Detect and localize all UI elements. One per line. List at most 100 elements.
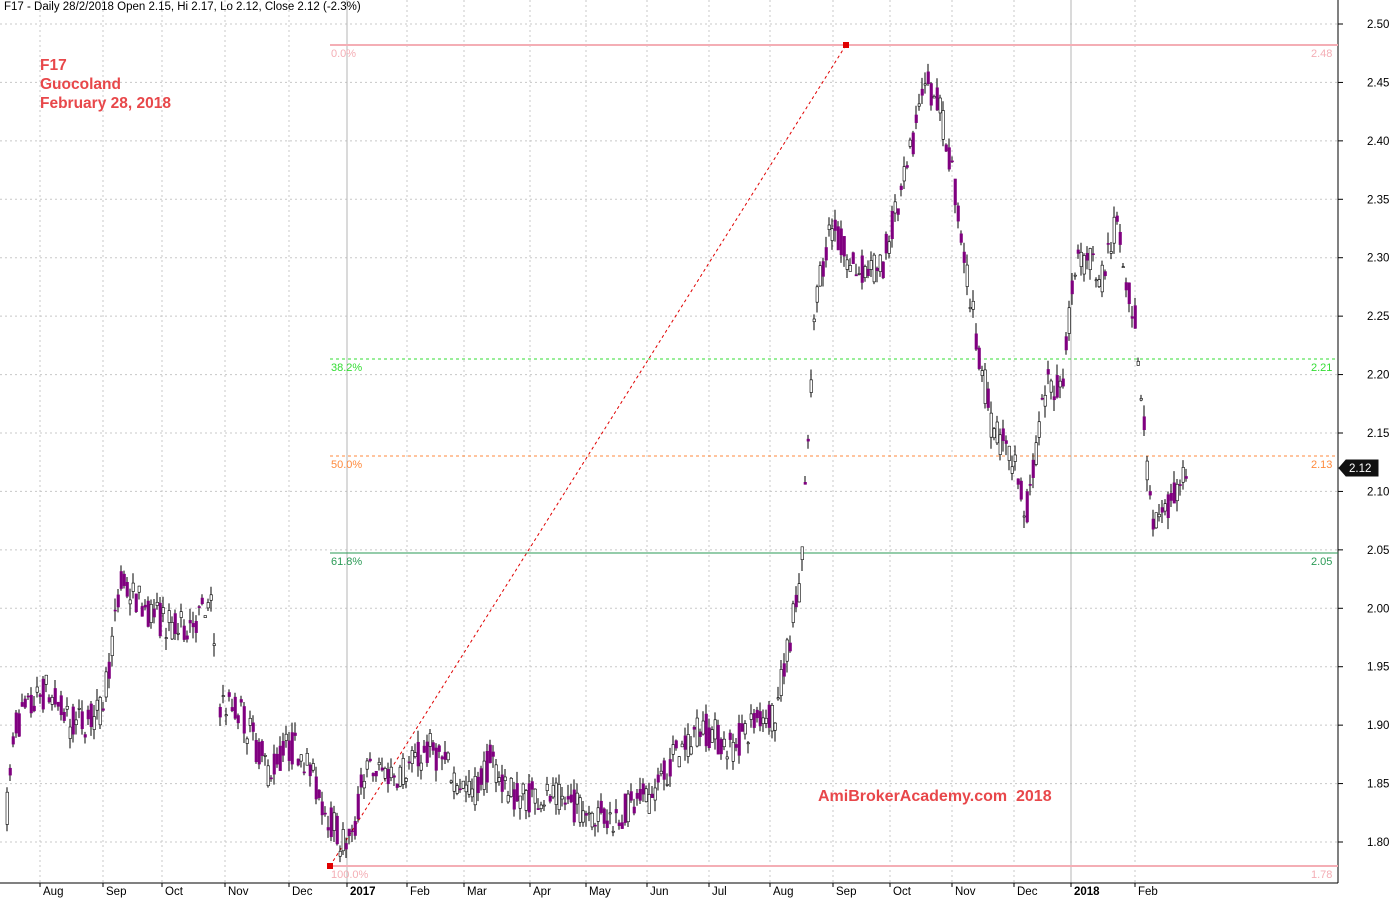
price-bar-body bbox=[581, 810, 585, 823]
price-bar-body bbox=[383, 768, 387, 779]
price-bar-body bbox=[170, 622, 174, 640]
y-tick-label: 2.50 bbox=[1367, 19, 1389, 31]
price-bar-body bbox=[704, 713, 708, 747]
price-bar-body bbox=[917, 103, 921, 107]
price-bar-body bbox=[311, 763, 315, 771]
price-bar-body bbox=[887, 241, 891, 254]
price-bar-body bbox=[737, 723, 741, 756]
price-bar-body bbox=[44, 674, 48, 685]
price-bar-body bbox=[776, 697, 780, 700]
price-bar-body bbox=[296, 758, 300, 766]
price-bar-body bbox=[332, 812, 336, 831]
price-bar-body bbox=[995, 421, 999, 444]
price-bar-body bbox=[821, 261, 825, 277]
price-bar-body bbox=[176, 632, 180, 635]
price-bar-body bbox=[962, 251, 966, 263]
price-bar-body bbox=[902, 166, 906, 182]
price-bar-body bbox=[716, 724, 720, 755]
price-bar-body bbox=[461, 780, 465, 789]
price-bar-body bbox=[839, 228, 843, 256]
price-bar-body bbox=[743, 723, 747, 735]
price-bar-body bbox=[512, 789, 516, 810]
price-bar-body bbox=[689, 746, 693, 755]
price-bar-body bbox=[1115, 215, 1119, 222]
price-bar-body bbox=[1094, 279, 1098, 282]
price-bar-body bbox=[1184, 476, 1188, 479]
price-bar-body bbox=[1124, 282, 1128, 291]
price-bar-body bbox=[338, 851, 342, 857]
price-bar-body bbox=[950, 160, 954, 163]
price-bar-body bbox=[218, 706, 222, 718]
y-tick-label: 2.10 bbox=[1367, 486, 1389, 498]
price-bar-body bbox=[956, 205, 960, 222]
x-tick-label: Aug bbox=[43, 886, 63, 898]
price-bar-body bbox=[836, 226, 840, 251]
price-bar-body bbox=[791, 603, 795, 623]
price-bar-body bbox=[1172, 482, 1176, 504]
price-bar-body bbox=[149, 604, 153, 623]
price-bar-body bbox=[224, 714, 228, 717]
price-bar-body bbox=[1154, 512, 1158, 529]
price-bar-body bbox=[1133, 305, 1137, 329]
price-bar-body bbox=[779, 669, 783, 696]
price-bar-body bbox=[455, 785, 459, 794]
price-bar-body bbox=[155, 601, 159, 606]
price-bar-body bbox=[1082, 255, 1086, 275]
x-tick-label: Feb bbox=[410, 886, 430, 898]
price-bar-body bbox=[161, 607, 165, 614]
price-bar-body bbox=[146, 600, 150, 627]
price-bar-body bbox=[1139, 398, 1143, 401]
price-bar-body bbox=[245, 738, 249, 744]
price-bar-body bbox=[509, 777, 513, 797]
price-bar-body bbox=[281, 741, 285, 756]
x-tick-label: Sep bbox=[836, 886, 856, 898]
price-bar-body bbox=[221, 695, 225, 697]
price-bar-body bbox=[80, 711, 84, 730]
price-bar-body bbox=[620, 822, 624, 829]
price-bar-body bbox=[356, 793, 360, 820]
price-bar-body bbox=[206, 602, 210, 609]
price-bar-body bbox=[773, 722, 777, 731]
price-bar-body bbox=[272, 753, 276, 775]
price-bar-body bbox=[380, 767, 384, 771]
price-bar-body bbox=[392, 775, 396, 778]
price-bar-body bbox=[857, 273, 861, 275]
price-bar-body bbox=[1169, 493, 1173, 501]
price-bar-body bbox=[140, 606, 144, 617]
price-bar-body bbox=[725, 756, 729, 760]
fibonacci-price-label: 2.48 bbox=[1311, 48, 1332, 60]
price-bar-body bbox=[800, 546, 804, 560]
price-bar-body bbox=[257, 741, 261, 765]
price-bar-body bbox=[788, 642, 792, 652]
price-bar-body bbox=[677, 756, 681, 768]
price-bar-body bbox=[1109, 251, 1113, 254]
y-tick-label: 2.20 bbox=[1367, 370, 1389, 382]
price-bars bbox=[5, 63, 1188, 863]
price-bar-body bbox=[806, 438, 810, 442]
price-bar-body bbox=[674, 740, 678, 749]
price-bar-body bbox=[1160, 507, 1164, 513]
price-bar-body bbox=[167, 610, 171, 623]
price-bar-body bbox=[1142, 416, 1146, 431]
y-tick-label: 1.85 bbox=[1367, 779, 1389, 791]
price-bar-body bbox=[428, 733, 432, 747]
price-bar-body bbox=[815, 286, 819, 303]
price-bar-body bbox=[47, 697, 51, 703]
price-bar-body bbox=[518, 795, 522, 809]
price-bar-body bbox=[446, 752, 450, 761]
price-bar-body bbox=[878, 254, 882, 272]
price-bar-body bbox=[116, 594, 120, 608]
price-bar-body bbox=[944, 144, 948, 152]
price-bar-body bbox=[1166, 494, 1170, 519]
price-bar-body bbox=[578, 797, 582, 823]
y-tick-label: 2.40 bbox=[1367, 136, 1389, 148]
price-bar-body bbox=[554, 782, 558, 805]
price-bar-body bbox=[353, 820, 357, 836]
price-bar-body bbox=[1127, 282, 1131, 305]
price-bar-body bbox=[431, 742, 435, 751]
price-bar-body bbox=[833, 219, 837, 231]
price-bar-body bbox=[1031, 459, 1035, 478]
price-bar-body bbox=[875, 267, 879, 271]
price-bar-body bbox=[755, 709, 759, 719]
price-bar-body bbox=[1040, 397, 1044, 400]
